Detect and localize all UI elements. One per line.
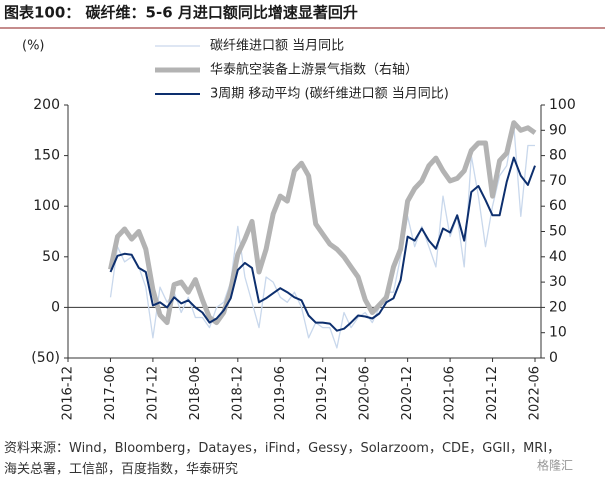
y-tick-label: 50 <box>42 249 60 265</box>
series-line <box>109 156 536 332</box>
y2-tick-label: 50 <box>549 224 567 240</box>
x-tick-label: 2022-06 <box>528 366 543 420</box>
x-tick-label: 2021-12 <box>485 366 500 420</box>
x-tick-label: 2017-06 <box>103 366 118 420</box>
y2-tick-label: 20 <box>549 299 567 315</box>
x-tick-label: 2019-06 <box>273 366 288 420</box>
y2-tick-label: 60 <box>549 198 567 214</box>
x-tick-label: 2016-12 <box>61 366 76 420</box>
x-tick-label: 2017-12 <box>145 366 160 420</box>
x-tick-label: 2020-06 <box>358 366 373 420</box>
y-tick-label: 0 <box>51 299 60 315</box>
y2-tick-label: 0 <box>549 350 558 366</box>
x-tick-label: 2021-06 <box>443 366 458 420</box>
y2-tick-label: 10 <box>549 325 567 341</box>
x-tick-label: 2019-12 <box>315 366 330 420</box>
legend-label: 华泰航空装备上游景气指数（右轴） <box>210 62 418 78</box>
y2-tick-label: 90 <box>549 122 567 138</box>
source-note: 资料来源：Wind，Bloomberg，Datayes，iFind，Gessy，… <box>4 441 561 477</box>
y-tick-label: (50) <box>31 350 60 366</box>
series-line <box>109 124 535 349</box>
watermark: 格隆汇 <box>537 458 573 473</box>
x-tick-label: 2018-06 <box>188 366 203 420</box>
y2-tick-label: 30 <box>549 274 567 290</box>
y-tick-label: 100 <box>33 198 60 214</box>
y2-tick-label: 40 <box>549 249 567 265</box>
y2-tick-label: 70 <box>549 173 567 189</box>
series-line <box>108 120 537 326</box>
y-axis-label: (%) <box>22 39 45 54</box>
x-tick-label: 2020-12 <box>400 366 415 420</box>
legend-label: 碳纤维进口额 当月同比 <box>210 39 344 54</box>
y-tick-label: 150 <box>33 148 60 164</box>
y2-tick-label: 100 <box>549 97 576 113</box>
y2-tick-label: 80 <box>549 148 567 164</box>
y-tick-label: 200 <box>33 97 60 113</box>
chart-title: 图表100： 碳纤维：5-6 月进口额同比增速显著回升 <box>4 4 358 22</box>
legend-label: 3周期 移动平均 (碳纤维进口额 当月同比) <box>210 87 449 102</box>
x-tick-label: 2018-12 <box>230 366 245 420</box>
